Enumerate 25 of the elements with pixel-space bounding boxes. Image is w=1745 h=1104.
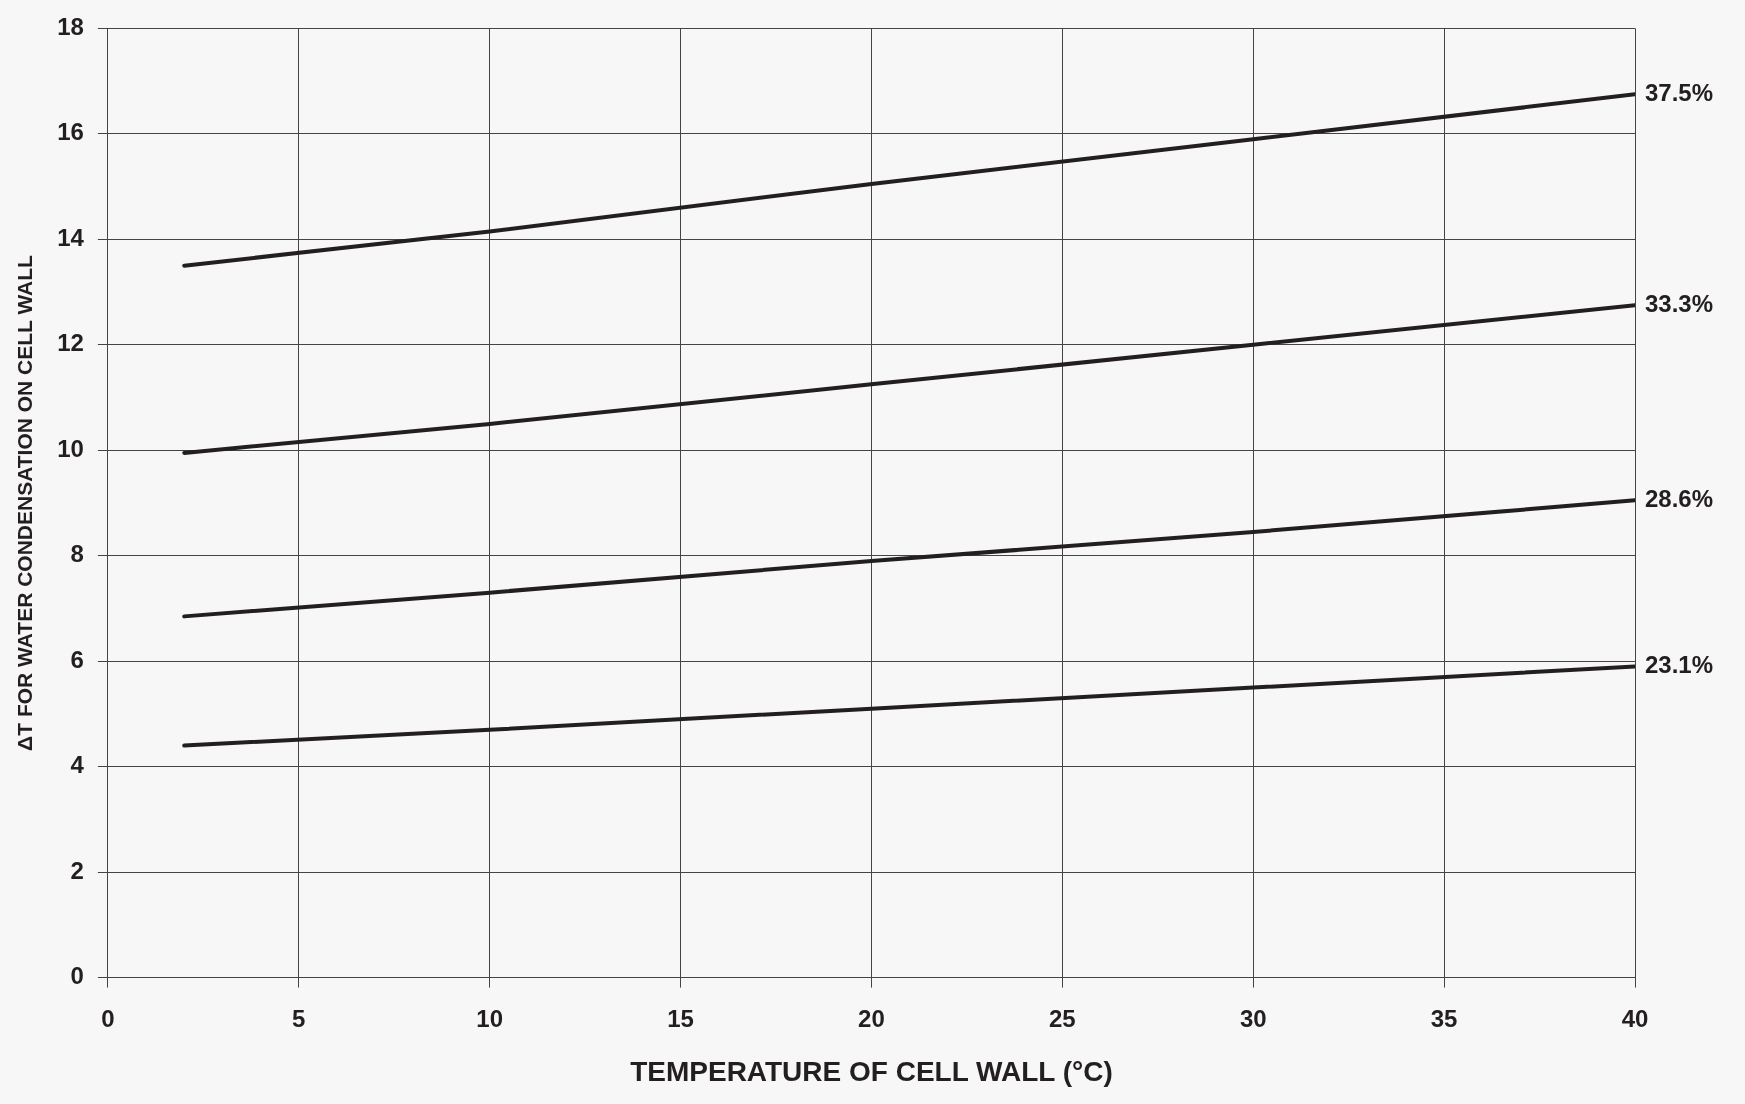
x-tick-label: 25 — [1048, 1004, 1076, 1032]
y-axis-title: ΔT FOR WATER CONDENSATION ON CELL WALL — [13, 254, 37, 751]
x-tick-label: 0 — [101, 1004, 115, 1032]
x-tick-label: 35 — [1430, 1004, 1458, 1032]
y-tick-label: 4 — [70, 751, 85, 779]
y-tick-label: 2 — [70, 856, 84, 884]
y-tick-label: 10 — [57, 434, 84, 462]
x-tick-label: 10 — [476, 1004, 504, 1032]
y-tick-label: 6 — [70, 645, 84, 673]
y-tick-label: 14 — [57, 223, 85, 251]
x-axis-title: TEMPERATURE OF CELL WALL (°C) — [630, 1055, 1113, 1087]
series-label: 28.6% — [1645, 484, 1714, 512]
series-label: 33.3% — [1645, 289, 1714, 317]
x-tick-label: 5 — [292, 1004, 306, 1032]
y-tick-label: 12 — [57, 329, 84, 357]
y-tick-label: 0 — [70, 962, 84, 990]
x-tick-label: 20 — [858, 1004, 885, 1032]
x-tick-label: 30 — [1239, 1004, 1267, 1032]
y-tick-label: 8 — [70, 540, 84, 568]
series-label: 37.5% — [1645, 78, 1714, 106]
y-tick-label: 18 — [57, 13, 84, 41]
series-label: 23.1% — [1645, 651, 1714, 679]
x-tick-label: 15 — [667, 1004, 694, 1032]
y-tick-label: 16 — [57, 118, 84, 146]
x-tick-label: 40 — [1621, 1004, 1649, 1032]
